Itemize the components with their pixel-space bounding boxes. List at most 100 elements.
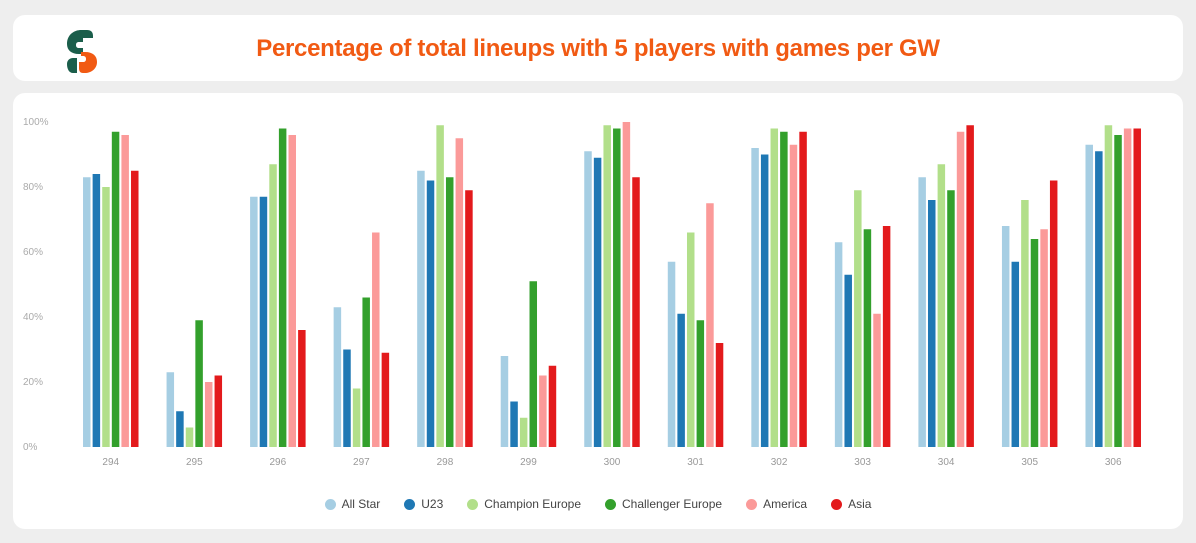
bar-306-challenger-europe	[1114, 135, 1122, 447]
bar-304-america	[956, 131, 965, 447]
bar-302-u23	[760, 154, 769, 447]
legend-swatch	[324, 498, 336, 510]
x-tick-label: 301	[687, 457, 704, 468]
x-tick-label: 297	[353, 457, 370, 468]
legend-item: America	[746, 497, 807, 511]
y-tick-label: 40%	[23, 312, 43, 323]
bar-301-challenger-europe	[696, 320, 705, 447]
bar-301-champion-europe	[686, 232, 695, 447]
bar-302-america	[789, 144, 798, 447]
bar-306-u23	[1095, 151, 1103, 447]
bar-305-america	[1040, 229, 1048, 447]
bar-299-u23	[510, 401, 518, 447]
bar-301-u23	[677, 313, 685, 447]
bar-304-asia	[966, 125, 974, 447]
bar-299-asia	[548, 365, 557, 447]
bar-295-champion-europe	[185, 427, 194, 447]
title-card: Percentage of total lineups with 5 playe…	[13, 15, 1183, 81]
bar-301-all-star	[667, 261, 676, 447]
bar-305-all-star	[1001, 226, 1010, 447]
bar-295-america	[204, 382, 213, 447]
bar-305-champion-europe	[1021, 200, 1029, 447]
bar-297-america	[372, 232, 380, 447]
bar-300-america	[622, 122, 631, 447]
bar-chart: 0% 20% 40% 60% 80% 100% 294 295 296 297 298 299 300 3…	[23, 117, 1141, 468]
bar-301-america	[706, 203, 714, 447]
bar-296-america	[288, 135, 296, 447]
page-title: Percentage of total lineups with 5 playe…	[256, 35, 940, 62]
bar-300-all-star	[584, 151, 592, 447]
bar-306-all-star	[1085, 144, 1093, 447]
bar-306-asia	[1133, 128, 1141, 447]
bar-297-champion-europe	[352, 388, 361, 447]
bar-304-all-star	[918, 177, 926, 447]
bar-303-america	[873, 313, 881, 447]
bar-294-asia	[131, 170, 139, 447]
sorare-s-logo-icon	[67, 30, 97, 73]
bar-302-all-star	[751, 148, 759, 447]
bar-304-challenger-europe	[947, 190, 955, 447]
bar-299-all-star	[500, 356, 509, 447]
bar-297-asia	[381, 352, 390, 447]
bar-303-challenger-europe	[863, 229, 872, 447]
bar-304-champion-europe	[937, 164, 946, 447]
chart-card: 0% 20% 40% 60% 80% 100% 294 295 296 297 298 299 300 3…	[13, 93, 1183, 529]
legend-item: Challenger Europe	[605, 497, 722, 511]
bar-294-challenger-europe	[111, 131, 120, 447]
bar-298-challenger-europe	[445, 177, 454, 447]
legend-label: All Star	[341, 497, 381, 511]
bar-300-champion-europe	[603, 125, 611, 447]
bar-299-challenger-europe	[529, 281, 538, 447]
bar-297-u23	[343, 349, 351, 447]
bar-303-champion-europe	[854, 190, 862, 447]
legend-label: America	[763, 497, 808, 511]
bar-296-asia	[298, 330, 306, 447]
bar-303-asia	[882, 226, 891, 447]
bar-302-challenger-europe	[780, 131, 788, 447]
bar-294-all-star	[83, 177, 91, 447]
legend-swatch	[605, 498, 616, 510]
bar-306-america	[1123, 128, 1132, 447]
y-tick-label: 100%	[23, 117, 49, 128]
bar-298-u23	[426, 180, 435, 447]
x-tick-label: 300	[604, 457, 621, 468]
bar-303-all-star	[834, 242, 843, 447]
x-tick-label: 302	[771, 457, 788, 468]
bar-295-asia	[214, 375, 223, 447]
legend-item: Asia	[831, 497, 871, 511]
x-tick-label: 295	[186, 457, 203, 468]
legend-label: Champion Europe	[484, 497, 581, 511]
bar-298-asia	[465, 190, 473, 447]
bar-300-challenger-europe	[613, 128, 621, 447]
x-tick-label: 304	[938, 457, 955, 468]
bar-305-asia	[1049, 180, 1058, 447]
bar-298-all-star	[417, 170, 425, 447]
legend-label: Challenger Europe	[622, 497, 723, 511]
bar-294-u23	[92, 174, 101, 447]
bar-294-champion-europe	[102, 187, 110, 447]
legend-item: U23	[404, 497, 443, 511]
bar-297-challenger-europe	[362, 297, 370, 447]
legend-swatch	[467, 498, 479, 510]
legend-item: All Star	[324, 497, 381, 511]
legend-swatch	[746, 498, 758, 510]
bar-296-challenger-europe	[278, 128, 287, 447]
bar-296-u23	[259, 196, 268, 447]
bar-304-u23	[928, 200, 936, 447]
bar-302-champion-europe	[770, 128, 779, 447]
y-tick-label: 20%	[23, 377, 43, 388]
x-tick-label: 306	[1105, 457, 1122, 468]
y-tick-label: 80%	[23, 182, 43, 193]
legend-swatch	[404, 498, 416, 510]
y-tick-label: 0%	[23, 442, 38, 453]
bar-299-champion-europe	[519, 417, 528, 447]
bar-298-champion-europe	[436, 125, 444, 447]
y-tick-label: 60%	[23, 247, 43, 258]
bar-302-asia	[799, 131, 807, 447]
bar-295-challenger-europe	[195, 320, 203, 447]
bar-295-all-star	[166, 372, 175, 447]
bar-295-u23	[176, 411, 184, 447]
bar-297-all-star	[333, 307, 342, 447]
bar-305-u23	[1011, 261, 1020, 447]
x-tick-label: 296	[270, 457, 287, 468]
